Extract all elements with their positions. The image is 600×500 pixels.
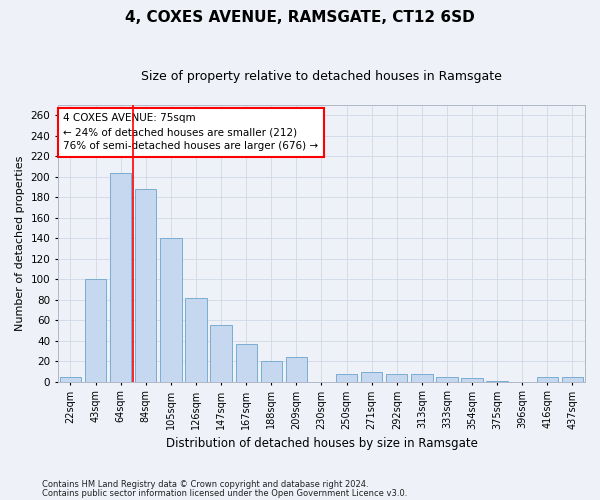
Bar [487,380,508,382]
Bar [260,361,282,382]
Bar [60,376,81,382]
Bar [536,376,558,382]
Bar [110,172,131,382]
Bar [135,189,157,382]
Bar [160,238,182,382]
Bar [185,298,206,382]
Bar [562,376,583,382]
Text: Contains HM Land Registry data © Crown copyright and database right 2024.: Contains HM Land Registry data © Crown c… [42,480,368,489]
Bar [85,279,106,382]
Bar [236,344,257,382]
Bar [211,326,232,382]
Bar [411,374,433,382]
Bar [286,357,307,382]
X-axis label: Distribution of detached houses by size in Ramsgate: Distribution of detached houses by size … [166,437,478,450]
Y-axis label: Number of detached properties: Number of detached properties [15,156,25,331]
Text: Contains public sector information licensed under the Open Government Licence v3: Contains public sector information licen… [42,488,407,498]
Bar [361,372,382,382]
Bar [336,374,357,382]
Bar [461,378,483,382]
Bar [436,376,458,382]
Title: Size of property relative to detached houses in Ramsgate: Size of property relative to detached ho… [141,70,502,83]
Bar [386,374,407,382]
Text: 4, COXES AVENUE, RAMSGATE, CT12 6SD: 4, COXES AVENUE, RAMSGATE, CT12 6SD [125,10,475,25]
Text: 4 COXES AVENUE: 75sqm
← 24% of detached houses are smaller (212)
76% of semi-det: 4 COXES AVENUE: 75sqm ← 24% of detached … [63,114,319,152]
